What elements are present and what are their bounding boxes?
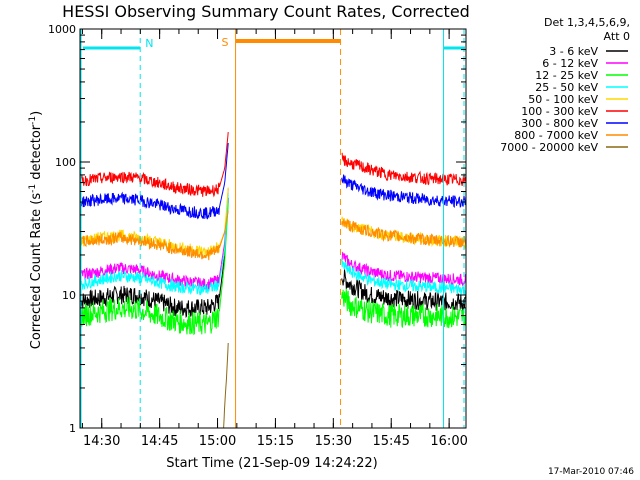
- x-tick-label: 15:45: [372, 434, 409, 449]
- y-axis-label-sup2: -1: [28, 116, 38, 125]
- x-tick-label: 15:30: [315, 434, 352, 449]
- x-tick-label: 14:30: [83, 434, 120, 449]
- legend-label: 100 - 300 keV: [521, 105, 598, 118]
- y-axis-label-text: Corrected Count Rate (s: [29, 193, 44, 350]
- x-tick-label: 15:00: [199, 434, 236, 449]
- y-axis-label-end: ): [29, 111, 44, 116]
- series-line: [79, 142, 229, 220]
- y-axis-label-mid: detector: [29, 124, 44, 184]
- x-tick-label: 15:15: [257, 434, 294, 449]
- legend-label: 12 - 25 keV: [535, 69, 598, 82]
- legend-header-1: Det 1,3,4,5,6,9,: [544, 16, 630, 29]
- series-line: [341, 258, 467, 296]
- y-axis-label-sup: -1: [28, 184, 38, 193]
- series-line: [341, 174, 467, 208]
- series-line: [341, 152, 467, 186]
- legend-label: 3 - 6 keV: [549, 45, 598, 58]
- y-tick-label: 1000: [48, 23, 76, 36]
- series-line: [341, 288, 467, 329]
- chart-title: HESSI Observing Summary Count Rates, Cor…: [62, 2, 470, 21]
- footer-date: 17-Mar-2010 07:46: [548, 467, 634, 477]
- y-tick-label: 100: [55, 156, 76, 169]
- saa-flag-label: S: [222, 36, 229, 49]
- series-line: [79, 193, 229, 296]
- legend-label: 800 - 7000 keV: [514, 129, 598, 142]
- series-line: [341, 269, 467, 313]
- series-line: [79, 210, 229, 261]
- y-axis-label: Corrected Count Rate (s-1 detector-1): [28, 111, 44, 349]
- x-axis-label: Start Time (21-Sep-09 14:24:22): [166, 456, 377, 471]
- legend-label: 7000 - 20000 keV: [500, 141, 598, 154]
- y-tick-label: 1: [69, 422, 76, 435]
- legend-label: 25 - 50 keV: [535, 81, 598, 94]
- series-line: [79, 132, 229, 198]
- y-tick-label: 10: [62, 289, 76, 302]
- plot-area: N S 1 10 100 1000 14:30 14:45 15:00 15:15 15:30 1…: [48, 23, 468, 449]
- series-line: [223, 342, 229, 429]
- night-flag-label: N: [145, 37, 153, 50]
- series-line: [341, 218, 467, 248]
- x-tick-label: 16:00: [430, 434, 467, 449]
- series-line: [79, 197, 229, 319]
- plot-frame: [79, 28, 467, 429]
- series-line: [79, 188, 229, 292]
- legend-label: 50 - 100 keV: [528, 93, 598, 106]
- legend-label: 6 - 12 keV: [542, 57, 598, 70]
- series-line: [79, 202, 229, 336]
- legend-header-2: Att 0: [604, 30, 630, 43]
- series-line: [79, 187, 229, 257]
- x-tick-label: 14:45: [141, 434, 178, 449]
- series-line: [341, 251, 467, 287]
- legend-label: 300 - 800 keV: [521, 117, 598, 130]
